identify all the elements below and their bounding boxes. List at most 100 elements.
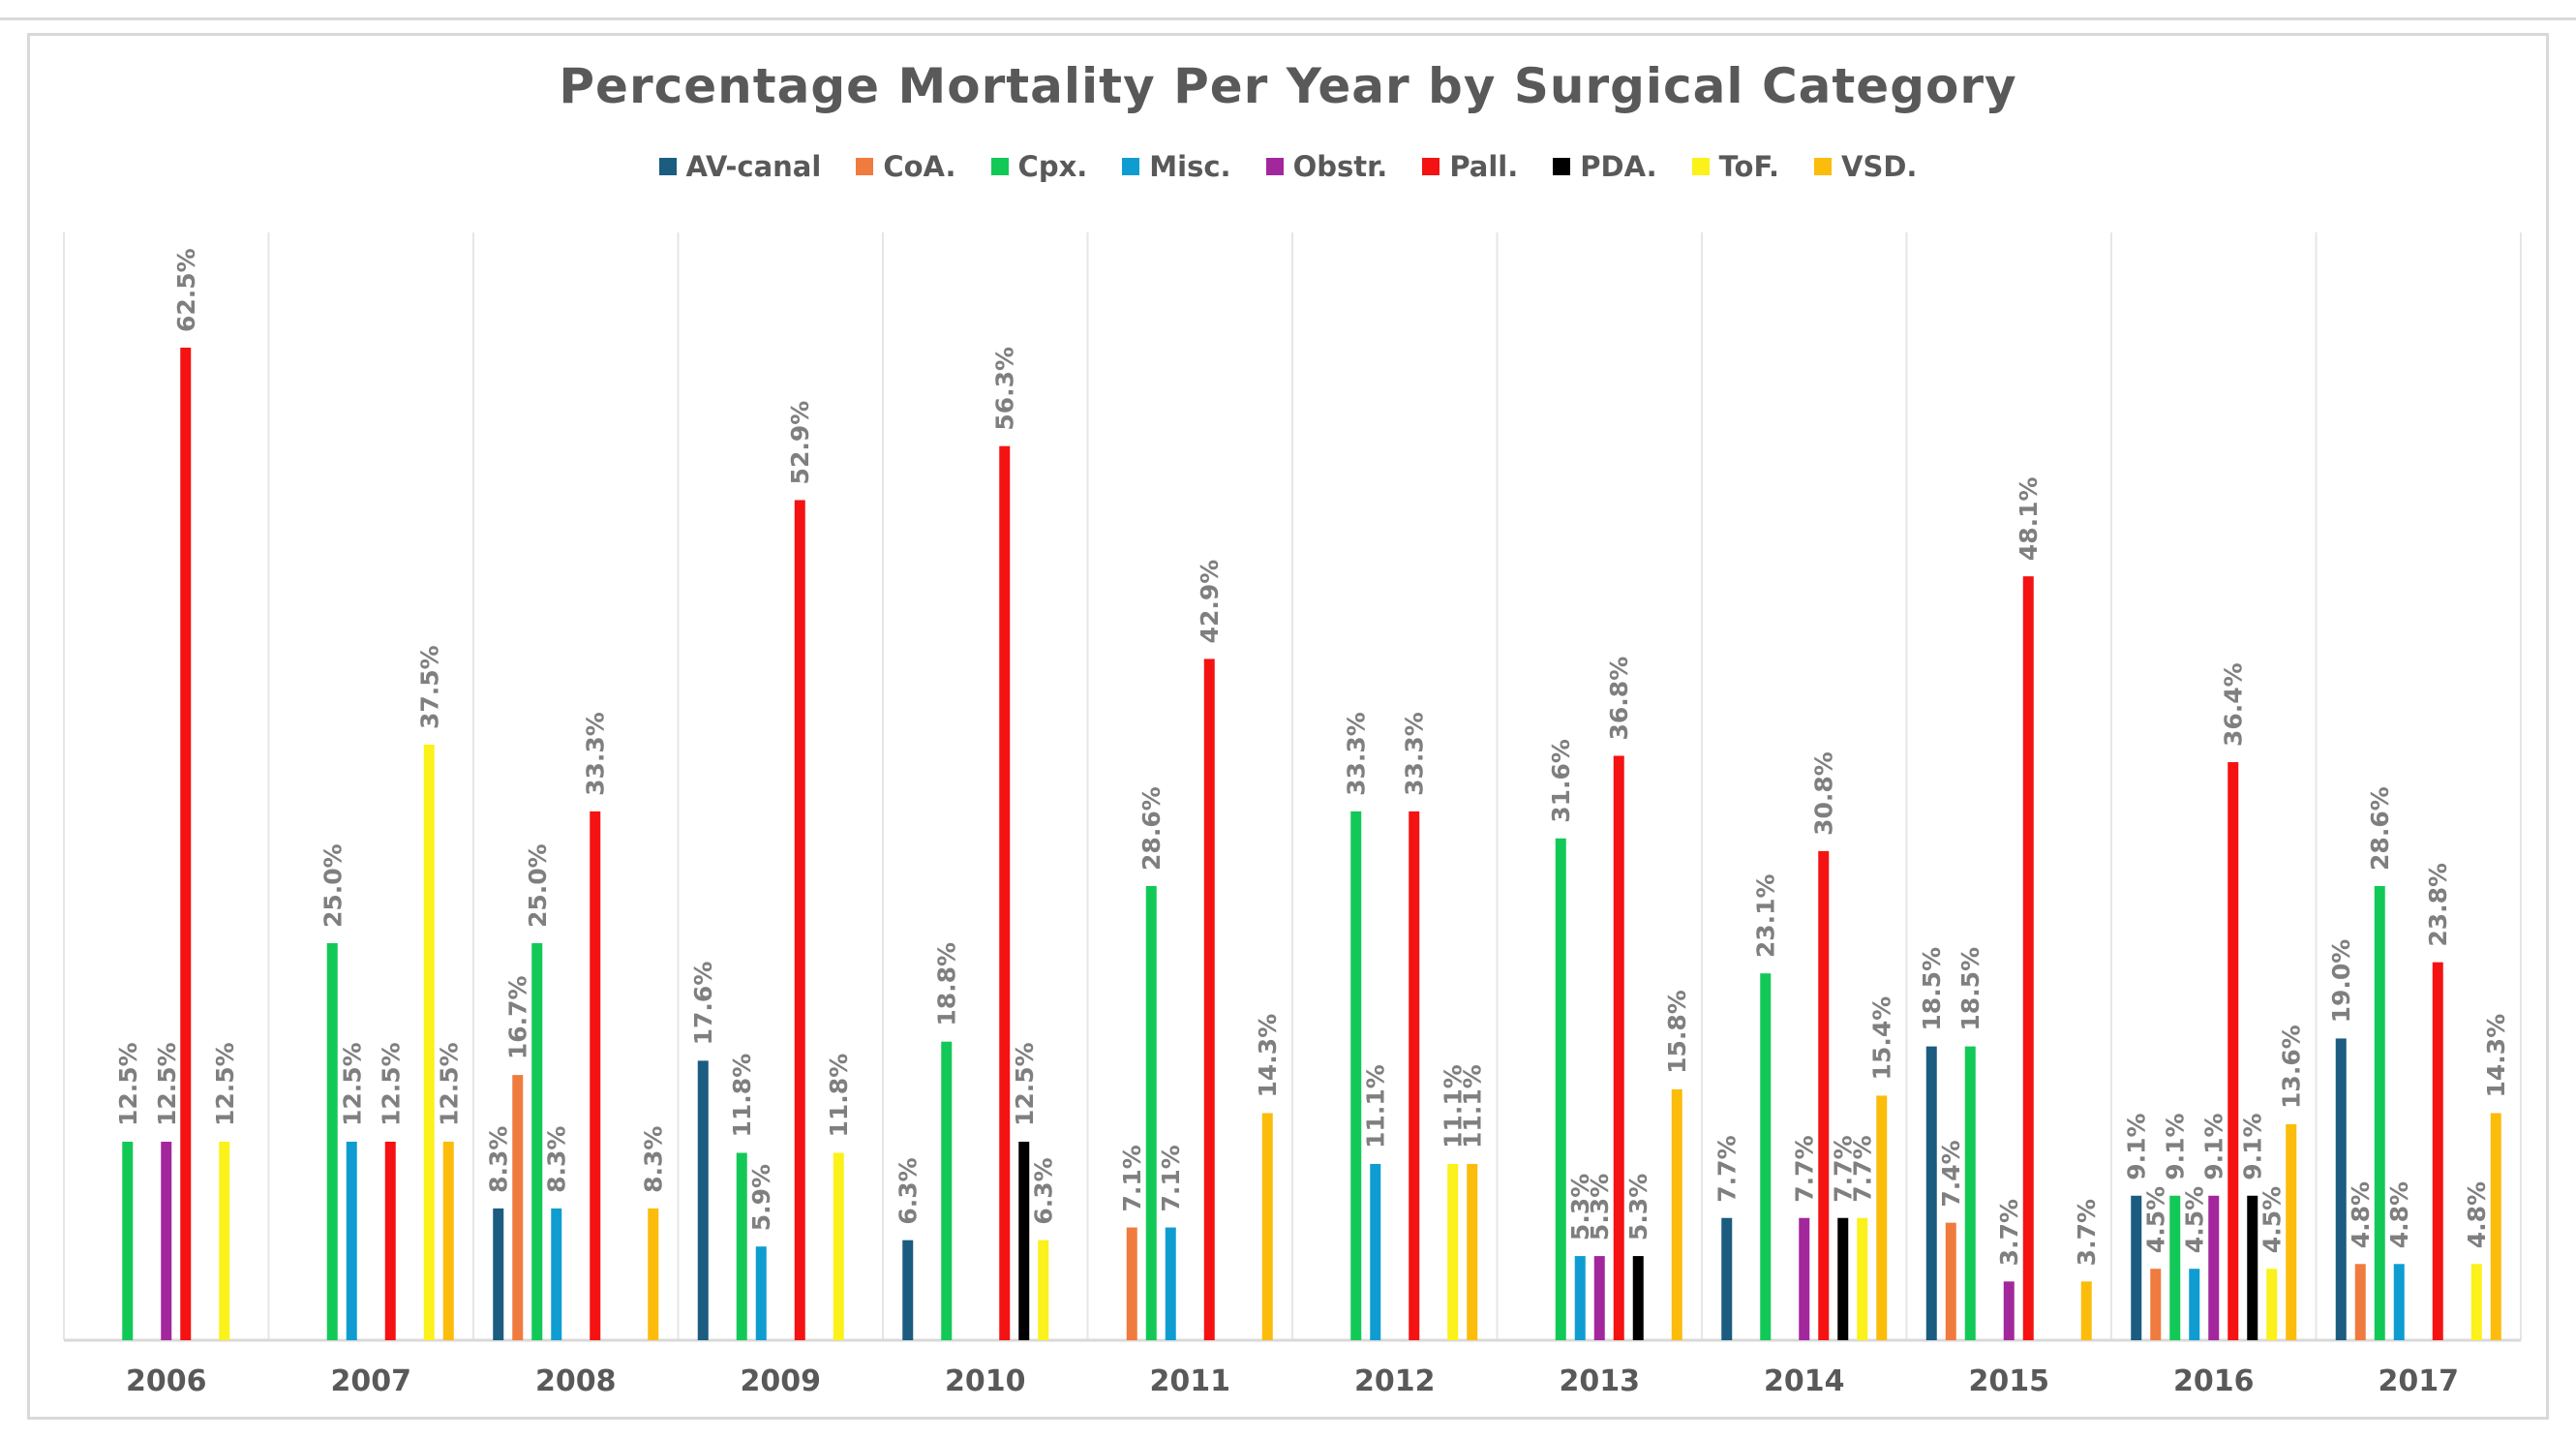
bar xyxy=(1721,1217,1733,1340)
bar xyxy=(736,1152,747,1340)
bar xyxy=(1555,838,1566,1340)
legend-item: PDA. xyxy=(1553,150,1657,183)
data-label: 36.8% xyxy=(1605,657,1633,741)
legend-swatch xyxy=(1691,158,1710,175)
bar xyxy=(1837,1217,1849,1340)
bar xyxy=(2131,1195,2142,1340)
bar xyxy=(442,1142,454,1340)
bar xyxy=(384,1142,396,1340)
data-label: 7.4% xyxy=(1937,1140,1965,1207)
data-label: 4.8% xyxy=(2463,1181,2491,1248)
legend: AV-canal CoA. Cpx. Misc. Obstr. Pall. PDA. ToF.… xyxy=(0,150,2576,183)
legend-label: CoA. xyxy=(883,150,956,183)
data-label: 12.5% xyxy=(377,1042,405,1126)
data-label: 15.4% xyxy=(1868,996,1896,1081)
data-label: 7.1% xyxy=(1157,1145,1185,1211)
data-label: 8.3% xyxy=(485,1126,513,1193)
data-label: 18.5% xyxy=(1956,947,1985,1031)
data-label: 42.9% xyxy=(1196,560,1224,644)
legend-label: AV-canal xyxy=(685,150,822,183)
legend-item: VSD. xyxy=(1814,150,1917,183)
legend-label: PDA. xyxy=(1580,150,1657,183)
bar xyxy=(2286,1123,2297,1340)
bar xyxy=(326,943,338,1340)
x-tick-label: 2017 xyxy=(2379,1364,2460,1398)
data-label: 7.7% xyxy=(1713,1135,1742,1202)
chart-title: Percentage Mortality Per Year by Surgica… xyxy=(559,58,2017,114)
bar xyxy=(2470,1264,2482,1340)
data-label: 18.5% xyxy=(1918,947,1946,1031)
data-label: 12.5% xyxy=(435,1042,463,1126)
data-label: 13.6% xyxy=(2278,1025,2306,1109)
bar xyxy=(1876,1095,1888,1340)
data-label: 8.3% xyxy=(640,1126,668,1193)
bar xyxy=(2490,1113,2501,1340)
data-label: 48.1% xyxy=(2015,476,2043,561)
data-label: 12.5% xyxy=(153,1042,181,1126)
bar xyxy=(2169,1195,2181,1340)
bar xyxy=(423,745,435,1340)
bar xyxy=(1925,1046,1937,1340)
data-label: 4.8% xyxy=(2347,1181,2375,1248)
bar xyxy=(2189,1269,2200,1340)
data-label: 12.5% xyxy=(114,1042,142,1126)
bar xyxy=(999,445,1011,1340)
legend-label: Cpx. xyxy=(1017,150,1088,183)
data-label: 5.3% xyxy=(1586,1174,1614,1240)
data-label: 4.5% xyxy=(2258,1186,2287,1253)
bar xyxy=(531,943,543,1340)
data-label: 11.8% xyxy=(825,1054,853,1138)
data-label: 8.3% xyxy=(543,1126,571,1193)
data-label: 5.3% xyxy=(1566,1174,1594,1240)
legend-label: Pall. xyxy=(1449,150,1519,183)
data-label: 6.3% xyxy=(894,1157,923,1224)
bar xyxy=(1799,1217,1810,1340)
data-label: 3.7% xyxy=(2073,1199,2101,1266)
bar xyxy=(1632,1256,1644,1340)
data-label: 25.0% xyxy=(318,843,347,928)
legend-swatch xyxy=(856,158,874,175)
bar xyxy=(1671,1088,1682,1340)
bar xyxy=(493,1208,504,1340)
data-label: 11.1% xyxy=(1459,1064,1487,1148)
bar xyxy=(2432,962,2443,1340)
data-label: 5.9% xyxy=(747,1164,775,1231)
bar xyxy=(1350,811,1362,1340)
legend-label: Misc. xyxy=(1149,150,1231,183)
bar xyxy=(794,500,805,1340)
bar xyxy=(180,348,192,1340)
x-tick-label: 2007 xyxy=(331,1364,412,1398)
bar xyxy=(1409,811,1420,1340)
bar xyxy=(2354,1264,2366,1340)
legend-item: AV-canal xyxy=(658,150,822,183)
data-label: 25.0% xyxy=(524,843,552,928)
x-tick-label: 2008 xyxy=(535,1364,617,1398)
x-tick-label: 2011 xyxy=(1150,1364,1231,1398)
data-label: 7.7% xyxy=(1849,1135,1877,1202)
bar xyxy=(2208,1195,2220,1340)
bar xyxy=(2393,1264,2405,1340)
legend-swatch xyxy=(1814,158,1833,175)
data-label: 9.1% xyxy=(2200,1113,2228,1179)
legend-swatch xyxy=(1265,158,1284,175)
data-label: 14.3% xyxy=(1254,1014,1282,1098)
bar xyxy=(1857,1217,1868,1340)
data-label: 30.8% xyxy=(1810,751,1838,836)
bar xyxy=(2080,1281,2092,1340)
bar xyxy=(697,1060,709,1340)
data-label: 5.3% xyxy=(1624,1174,1652,1240)
data-label: 7.7% xyxy=(1830,1135,1858,1202)
bar xyxy=(1018,1142,1030,1340)
data-label: 9.1% xyxy=(2162,1113,2190,1179)
bar xyxy=(161,1142,172,1340)
data-label: 15.8% xyxy=(1663,990,1691,1074)
bar xyxy=(346,1142,357,1340)
data-label: 37.5% xyxy=(415,645,443,729)
bar xyxy=(551,1208,562,1340)
bar xyxy=(902,1240,914,1340)
bar xyxy=(1467,1163,1478,1340)
x-tick-label: 2010 xyxy=(945,1364,1026,1398)
data-label: 11.1% xyxy=(1362,1064,1390,1148)
legend-label: VSD. xyxy=(1841,150,1918,183)
